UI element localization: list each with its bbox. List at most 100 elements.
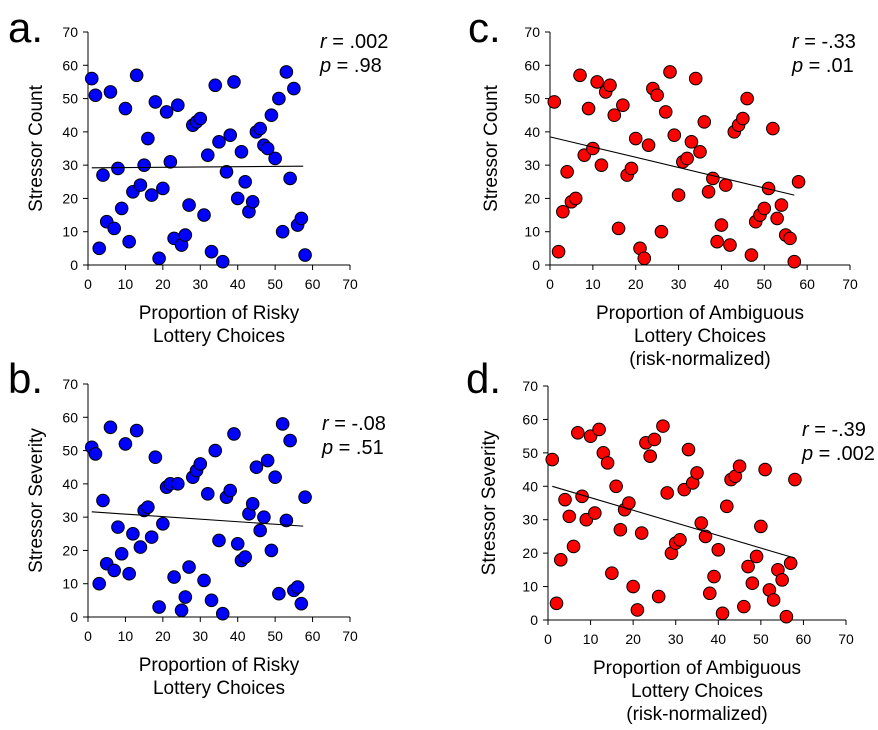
data-point (783, 556, 798, 570)
data-point (654, 224, 669, 239)
data-point (560, 165, 574, 179)
data-point (141, 500, 155, 514)
r-statistic: r = -.33 (792, 31, 856, 53)
data-point (215, 606, 230, 621)
x-axis-title-line: Proportion of Risky (139, 303, 300, 324)
data-point (298, 490, 312, 504)
data-point (706, 171, 720, 186)
data-point (103, 420, 118, 435)
trend-line (552, 485, 796, 559)
data-point (223, 483, 238, 498)
data-point (651, 589, 666, 604)
data-point (96, 493, 110, 508)
data-point (588, 506, 602, 520)
data-point (740, 91, 754, 106)
data-point (630, 603, 645, 617)
data-point (581, 101, 596, 116)
x-tick-label: 20 (625, 631, 641, 647)
p-value: = .01 (803, 55, 854, 77)
y-axis-title: Stressor Count (26, 84, 47, 211)
data-point (673, 532, 687, 547)
data-point (208, 443, 223, 458)
data-point (698, 529, 713, 544)
r-value: = -.33 (799, 31, 856, 53)
x-tick-label: 50 (753, 631, 769, 647)
scatter-panel-4: 0 10 20 30 40 50 60 70 0 10 20 30 40 50 60 70 d. Stressor… (466, 355, 875, 725)
panel-label: d. (466, 355, 501, 402)
data-point (88, 88, 103, 103)
x-axis-title-line: (risk-normalized) (629, 349, 770, 370)
data-point (122, 234, 136, 249)
data-point (774, 198, 789, 212)
data-point (118, 101, 133, 116)
x-tick-label: 30 (192, 276, 208, 292)
data-point (92, 241, 107, 256)
data-point (133, 178, 148, 192)
p-statistic: p = .002 (801, 443, 875, 465)
panel-label: b. (8, 355, 43, 402)
data-point (283, 171, 297, 186)
panel-label: c. (468, 4, 501, 51)
panel-label: a. (8, 4, 43, 51)
data-point (573, 68, 587, 83)
data-point (290, 580, 305, 594)
p-value: = .98 (331, 55, 382, 77)
data-point (711, 543, 726, 557)
data-point (111, 161, 125, 176)
data-point (590, 75, 604, 89)
y-tick-label: 30 (62, 157, 78, 173)
data-point (152, 600, 166, 614)
x-tick-label: 70 (342, 628, 358, 644)
data-point (114, 546, 129, 561)
y-tick-label: 20 (522, 545, 538, 561)
data-point (182, 560, 196, 574)
x-tick-label: 60 (305, 628, 321, 644)
data-point (547, 95, 562, 109)
x-tick-label: 70 (342, 276, 358, 292)
y-tick-label: 20 (62, 542, 78, 558)
p-symbol: p (319, 55, 331, 77)
data-point (253, 121, 267, 136)
data-point (279, 513, 294, 528)
y-tick-label: 60 (62, 57, 78, 73)
data-point (697, 115, 712, 129)
data-point (770, 211, 784, 226)
y-tick-label: 70 (62, 376, 78, 392)
p-value: = .002 (813, 443, 875, 465)
data-point (144, 188, 159, 202)
y-tick-label: 30 (524, 157, 540, 173)
data-point (84, 71, 99, 86)
data-point (96, 168, 110, 182)
data-point (111, 520, 125, 534)
data-point (766, 121, 780, 136)
data-point (88, 447, 103, 461)
r-value: = -.39 (809, 419, 866, 441)
data-point (737, 599, 751, 614)
data-point (757, 201, 772, 216)
data-point (650, 88, 664, 103)
y-tick-label: 10 (522, 579, 538, 595)
p-statistic: p = .01 (791, 55, 854, 77)
data-point (268, 151, 282, 166)
p-value: = .51 (333, 437, 384, 459)
data-point (264, 543, 279, 558)
data-point (568, 191, 583, 206)
data-point (694, 516, 709, 530)
data-point (107, 221, 121, 236)
y-tick-label: 30 (62, 509, 78, 525)
data-point (637, 251, 652, 266)
y-tick-label: 40 (62, 476, 78, 492)
data-point (257, 510, 271, 524)
data-point (238, 174, 252, 189)
data-point (714, 218, 729, 232)
data-point (667, 128, 682, 142)
r-statistic: r = -.39 (802, 419, 866, 441)
data-point (715, 606, 730, 621)
data-point (626, 579, 640, 594)
data-point (245, 194, 260, 209)
x-tick-label: 40 (710, 631, 726, 647)
y-tick-label: 70 (522, 378, 538, 394)
data-point (556, 204, 570, 219)
data-point (182, 198, 196, 212)
data-point (693, 145, 707, 159)
